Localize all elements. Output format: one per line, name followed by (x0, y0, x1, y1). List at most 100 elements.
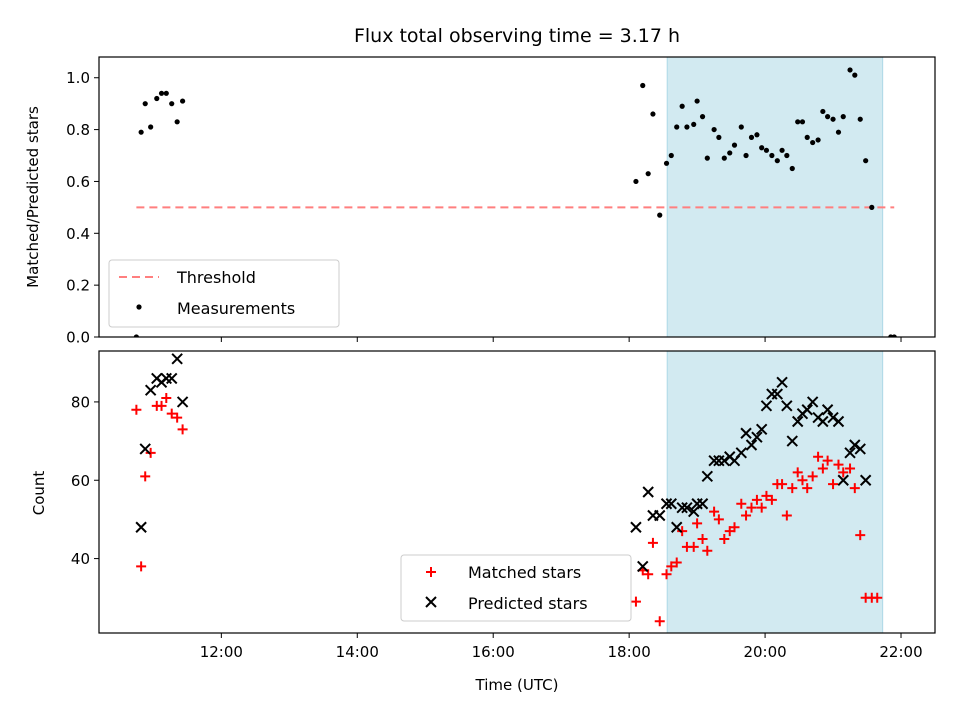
predicted-stars-point (771, 388, 784, 400)
bottom-x-tick-label: 12:00 (200, 643, 243, 661)
measurements-point (684, 124, 690, 130)
predicted-stars-point (671, 521, 683, 533)
measurements-point (835, 129, 842, 135)
matched-stars-point (692, 518, 703, 529)
predicted-stars-point (827, 411, 839, 424)
bottom-legend: Matched stars Predicted stars (400, 554, 632, 622)
predicted-stars-point (171, 353, 183, 365)
matched-stars-point (817, 463, 828, 474)
top-plot-area: 0.0 0.2 0.4 0.6 0.8 1.0 Threshold Measurements (66, 56, 936, 347)
matched-stars-point (709, 506, 720, 517)
matched-stars-point (761, 490, 772, 501)
matched-stars-point (688, 541, 699, 552)
predicted-stars-point (781, 400, 793, 412)
predicted-stars-point (660, 498, 673, 510)
predicted-stars-point (776, 376, 788, 389)
predicted-stars-point (745, 439, 758, 451)
top-y-tick-label: 1.0 (66, 69, 90, 87)
measurements-point (674, 124, 680, 130)
measurements-point (154, 95, 160, 102)
predicted-stars-point (166, 372, 178, 385)
top-y-tick-label: 0.4 (66, 225, 90, 243)
matched-stars-point (766, 494, 777, 505)
matched-stars-point (671, 557, 682, 568)
count-panel: Count Time (UTC) 40 60 80 12:00 14:00 16:00 18… (30, 350, 936, 694)
measurements-point (668, 152, 674, 159)
predicted-stars-point (708, 454, 720, 467)
matched-stars-point (845, 463, 856, 474)
bottom-x-tick-label: 22:00 (879, 643, 922, 661)
measurements-point (738, 124, 744, 130)
measurements-point (148, 124, 154, 130)
matched-stars-point (166, 408, 177, 419)
matched-stars-point (156, 400, 167, 411)
measurements-point (810, 139, 816, 146)
measurements-point (799, 119, 806, 125)
measurements-point (721, 155, 727, 161)
predicted-stars-point (696, 498, 709, 510)
matched-stars-point (729, 522, 740, 533)
measurements-point (727, 150, 733, 156)
bottom-y-tick-label: 80 (71, 393, 90, 411)
matched-stars-point (872, 592, 883, 603)
matched-stars-point (756, 502, 767, 513)
top-y-tick-label: 0.0 (66, 329, 90, 347)
measurements-point (650, 111, 656, 117)
predicted-stars-point (740, 427, 752, 439)
matched-stars-point (751, 494, 762, 505)
measurements-point (699, 114, 706, 120)
measurements-point (763, 147, 770, 153)
predicted-stars-point (832, 415, 845, 428)
measurements-point (716, 134, 722, 140)
measurements-point (847, 67, 853, 73)
measurements-point (640, 82, 646, 89)
matched-stars-point (145, 447, 156, 458)
matched-stars-point (647, 537, 658, 548)
matched-stars-point (813, 451, 824, 462)
bottom-observing-window (667, 351, 883, 633)
matched-stars-point (677, 526, 688, 537)
measurements-point (711, 126, 717, 133)
predicted-stars-point (688, 505, 700, 518)
measurements-point (857, 116, 863, 122)
top-y-tick-label: 0.8 (66, 121, 90, 139)
measurements-point (743, 152, 749, 159)
top-observing-window (667, 57, 883, 337)
legend-threshold-label: Threshold (176, 268, 256, 287)
predicted-stars-point (637, 560, 649, 573)
predicted-stars-point (701, 470, 714, 483)
x-axis-label: Time (UTC) (475, 676, 559, 694)
legend-measurements-swatch (136, 304, 142, 310)
matched-stars-point (177, 424, 188, 435)
matched-stars-point (630, 596, 641, 607)
predicted-stars-point (844, 447, 856, 459)
matched-stars-point (833, 459, 844, 470)
bottom-x-tick-label: 20:00 (743, 643, 786, 661)
measurements-point (820, 108, 826, 115)
top-y-tick-label: 0.6 (66, 173, 90, 191)
measurements-point (645, 171, 651, 177)
bottom-y-tick-label: 40 (71, 550, 90, 568)
measurements-point (769, 152, 775, 159)
predicted-stars-point (144, 384, 157, 396)
bottom-axes-frame (98, 350, 936, 634)
legend-matched-label: Matched stars (468, 563, 581, 582)
top-y-axis-label: Matched/Predicted stars (24, 106, 42, 288)
matched-stars-point (719, 534, 730, 544)
top-markers (133, 67, 897, 337)
bottom-markers (131, 353, 883, 627)
measurements-point (754, 132, 760, 138)
predicted-stars-point (681, 501, 693, 514)
predicted-stars-point (760, 400, 773, 412)
predicted-stars-point (817, 415, 829, 428)
measurements-point (138, 129, 144, 135)
predicted-stars-point (791, 415, 804, 428)
predicted-stars-point (642, 486, 654, 498)
measurements-point (825, 114, 831, 120)
predicted-stars-point (665, 498, 677, 510)
measurements-point (657, 212, 663, 218)
top-y-tick-label: 0.2 (66, 277, 90, 295)
matched-stars-point (736, 498, 747, 509)
measurements-point (789, 165, 795, 172)
